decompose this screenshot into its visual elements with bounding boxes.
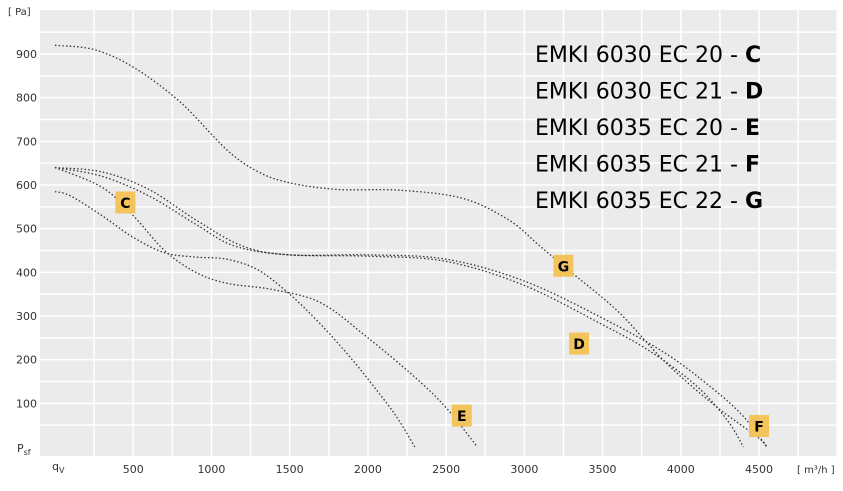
x-tick-label: 500 xyxy=(123,463,144,476)
curve-g xyxy=(54,44,768,448)
x-tick-label: 2000 xyxy=(354,463,382,476)
x-tick-label: 3500 xyxy=(589,463,617,476)
legend-entry: EMKI 6030 EC 21 - D xyxy=(535,80,763,105)
y-tick-label: 200 xyxy=(16,354,37,367)
x-tick-label: 3000 xyxy=(510,463,538,476)
y-tick-label: 100 xyxy=(16,397,37,410)
x-tick-label: 4000 xyxy=(667,463,695,476)
y-tick-label: 600 xyxy=(16,179,37,192)
y-tick-label: 800 xyxy=(16,92,37,105)
plot-area xyxy=(40,10,838,456)
curve-label-badge-c xyxy=(115,191,136,214)
curve-label-badge-g xyxy=(553,254,574,277)
y-tick-label: 700 xyxy=(16,135,37,148)
y-tick-label: 400 xyxy=(16,266,37,279)
curve-label-badge-d xyxy=(569,332,590,355)
x-tick-label: 2500 xyxy=(432,463,460,476)
curve-label-badge-e xyxy=(451,404,472,427)
legend-entry: EMKI 6035 EC 20 - E xyxy=(535,116,760,141)
x-axis-unit-label: [ m³/h ] xyxy=(797,465,835,476)
curve-f xyxy=(54,166,768,448)
x-axis-symbol: qV xyxy=(52,460,65,475)
y-tick-label: 900 xyxy=(16,48,37,61)
curve-label-c: C xyxy=(120,196,130,212)
legend-entry: EMKI 6035 EC 22 - G xyxy=(535,189,763,214)
y-axis-unit-label: [ Pa] xyxy=(8,7,31,18)
curve-label-e: E xyxy=(457,409,467,425)
curve-label-g: G xyxy=(558,259,570,275)
y-tick-label: 300 xyxy=(16,310,37,323)
y-tick-label: 500 xyxy=(16,223,37,236)
curve-label-badge-f xyxy=(749,415,769,438)
curve-d xyxy=(54,166,744,448)
x-tick-label: 1000 xyxy=(197,463,225,476)
x-tick-label: 1500 xyxy=(276,463,304,476)
x-tick-label: 4500 xyxy=(745,463,773,476)
legend-entry: EMKI 6030 EC 20 - C xyxy=(535,43,761,68)
legend-entry: EMKI 6035 EC 21 - F xyxy=(535,153,760,178)
y-axis-symbol: Psf xyxy=(17,442,31,457)
curve-label-f: F xyxy=(754,420,764,436)
curve-label-d: D xyxy=(573,337,585,353)
curve-c xyxy=(54,190,416,448)
